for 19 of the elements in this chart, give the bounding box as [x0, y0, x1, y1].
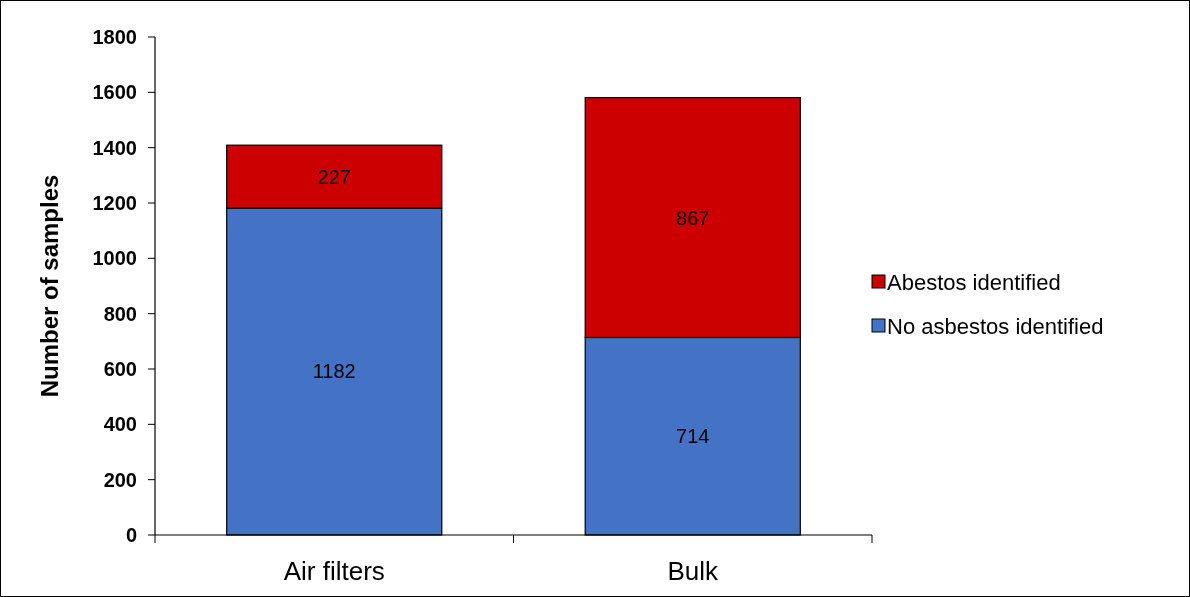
y-tick-label: 600 — [103, 358, 137, 380]
y-tick-label: 1400 — [92, 136, 137, 159]
data-label: 714 — [676, 425, 710, 448]
y-tick-label: 200 — [103, 468, 137, 491]
x-tick-label: Bulk — [667, 556, 720, 586]
y-tick-label: 0 — [125, 524, 137, 546]
y-tick-label: 1600 — [92, 81, 137, 104]
data-label: 867 — [676, 206, 710, 229]
y-axis-title: Number of samples — [36, 174, 63, 398]
y-tick-label: 1000 — [92, 247, 137, 270]
y-tick-label: 1800 — [92, 26, 137, 48]
y-tick-label: 800 — [103, 302, 137, 325]
y-tick-label: 400 — [103, 413, 137, 436]
data-label: 227 — [317, 165, 351, 188]
x-tick-label: Air filters — [283, 556, 385, 586]
data-label: 1182 — [312, 360, 356, 383]
legend-label: Abestos identified — [887, 269, 1061, 295]
y-tick-label: 1200 — [92, 192, 137, 214]
legend-label: No asbestos identified — [887, 313, 1104, 339]
